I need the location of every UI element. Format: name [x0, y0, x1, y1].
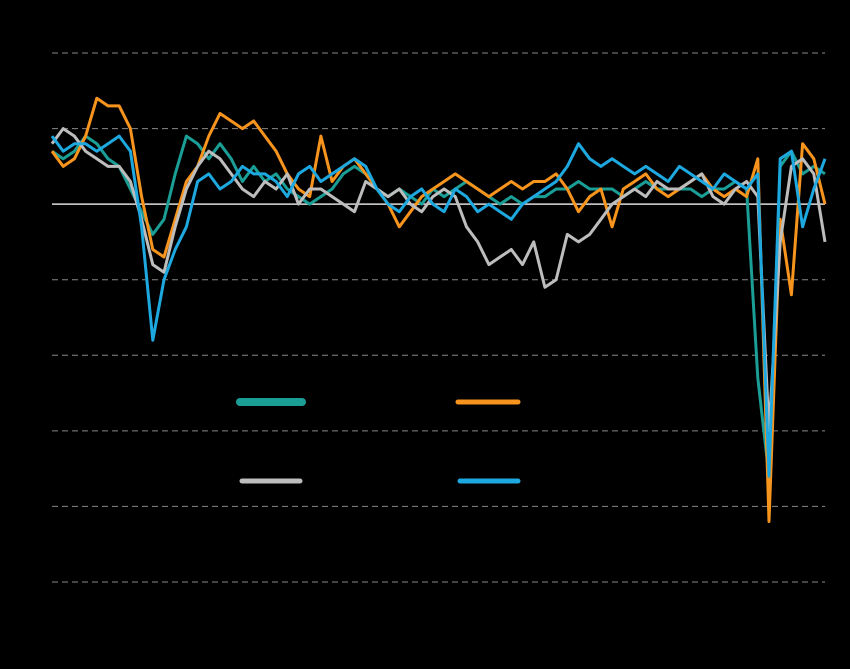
series-line: [50, 96, 827, 523]
series-line: [50, 134, 827, 478]
